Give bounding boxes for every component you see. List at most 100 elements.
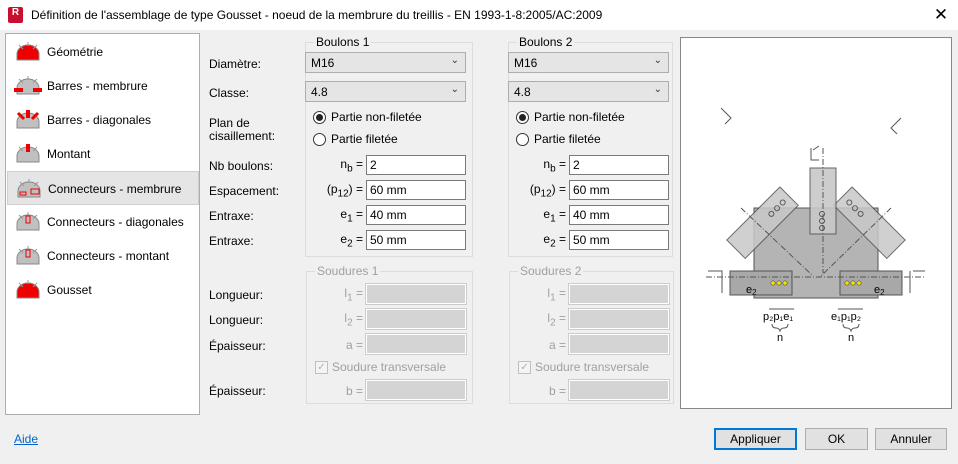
e2-input-2[interactable]: 50 mm [569,230,669,250]
nav-item-3[interactable]: Montant [7,137,199,171]
class-value: 4.8 [514,85,531,99]
nav-item-4[interactable]: Connecteurs - membrure [7,171,199,205]
nav-item-label: Barres - diagonales [47,113,152,127]
nav-item-2[interactable]: Barres - diagonales [7,103,199,137]
diameter-value: M16 [311,56,335,70]
apply-button[interactable]: Appliquer [714,428,797,450]
a-symbol: a = [548,338,566,352]
e2-symbol: e2 = [340,232,363,250]
diagonal-connectors-icon [16,212,40,231]
transverse-weld-checkbox-1[interactable]: ✓ Soudure transversale [315,360,446,374]
chevron-down-icon: ⌄ [653,84,662,95]
b-input-2[interactable] [568,379,670,401]
a-input-2[interactable] [568,333,670,355]
right-n-label: n [848,332,854,344]
class-label: Classe: [209,86,250,100]
radio-unthreaded-1[interactable]: Partie non-filetée [313,110,422,124]
radio-unselected-icon [516,132,529,146]
checkbox-label: Soudure transversale [332,360,447,374]
e1-input-2[interactable]: 40 mm [569,205,669,225]
radio-label: Partie filetée [331,132,398,146]
chevron-down-icon: ⌄ [653,55,662,66]
left-n-label: n [777,332,783,344]
left-dimension-labels: p₂p₁e₁ [763,311,793,323]
e1-input-1[interactable]: 40 mm [366,205,466,225]
checkbox-label: Soudure transversale [535,360,650,374]
diagonal-bars-icon [16,110,40,129]
radio-label: Partie non-filetée [534,110,625,124]
l1-symbol: l1 = [344,286,363,304]
chevron-down-icon: ⌄ [450,55,459,66]
transverse-weld-checkbox-2[interactable]: ✓ Soudure transversale [518,360,649,374]
welds-group-title: Soudures 2 [518,264,584,278]
e1-symbol: e1 = [340,207,363,225]
nav-item-label: Connecteurs - membrure [48,182,182,196]
spacing-symbol: (p12) = [529,182,566,200]
class-select-2[interactable]: 4.8 ⌄ [508,81,669,102]
radio-label: Partie filetée [534,132,601,146]
vertical-connectors-icon [16,246,40,265]
nav-item-label: Géométrie [47,45,104,59]
e2-input-1[interactable]: 50 mm [366,230,466,250]
diameter-label: Diamètre: [209,57,262,71]
l2-input-2[interactable] [568,308,670,330]
a-input-1[interactable] [365,333,467,355]
chevron-down-icon: ⌄ [450,84,459,95]
l2-symbol: l2 = [344,311,363,329]
class-select-1[interactable]: 4.8 ⌄ [305,81,466,102]
help-link[interactable]: Aide [14,432,39,446]
nav-item-5[interactable]: Connecteurs - diagonales [7,205,199,239]
spacing-symbol: (p12) = [326,182,363,200]
diameter-select-2[interactable]: M16 ⌄ [508,52,669,73]
length2-label: Longueur: [209,313,264,327]
l1-input-1[interactable] [365,283,467,305]
l1-input-2[interactable] [568,283,670,305]
class-value: 4.8 [311,85,328,99]
spacing-input-1[interactable]: 60 mm [366,180,466,200]
right-e2-label: e2 [874,284,885,297]
nav-item-6[interactable]: Connecteurs - montant [7,239,199,273]
checkmark-icon: ✓ [315,360,328,374]
left-chord [729,270,793,296]
nav-item-1[interactable]: Barres - membrure [7,69,199,103]
app-icon: R [8,7,23,23]
b-input-1[interactable] [365,379,467,401]
ok-button[interactable]: OK [805,428,868,450]
welds-group-2: Soudures 2 [509,264,674,404]
cancel-button[interactable]: Annuler [875,428,947,450]
welds-group-title: Soudures 1 [315,264,381,278]
right-dimension-labels: e₁p₁p₂ [831,311,861,323]
left-e2-label: e2 [746,284,757,297]
nav-item-label: Connecteurs - montant [47,249,170,263]
radio-threaded-2[interactable]: Partie filetée [516,132,601,146]
e1-label: Entraxe: [209,209,254,223]
radio-selected-icon [516,110,529,124]
bolts-group-1: Boulons 1 [305,35,473,257]
radio-unthreaded-2[interactable]: Partie non-filetée [516,110,625,124]
chord-bars-icon [14,76,42,95]
spacing-input-2[interactable]: 60 mm [569,180,669,200]
close-button[interactable]: ✕ [933,5,949,24]
e2-symbol: e2 = [543,232,566,250]
diameter-value: M16 [514,56,538,70]
section-list[interactable]: Géométrie Barres - membrure Barres - dia… [5,33,200,415]
length1-label: Longueur: [209,288,264,302]
radio-label: Partie non-filetée [331,110,422,124]
diameter-select-1[interactable]: M16 ⌄ [305,52,466,73]
bolt-count-input-2[interactable]: 2 [569,155,669,175]
l2-input-1[interactable] [365,308,467,330]
bolt-count-input-1[interactable]: 2 [366,155,466,175]
chord-connectors-icon [17,179,41,198]
nav-item-7[interactable]: Gousset [7,273,199,307]
thickness-b-label: Épaisseur: [209,384,266,398]
nav-item-label: Montant [47,147,91,161]
nav-item-label: Gousset [47,283,92,297]
bolts-group-title: Boulons 1 [314,35,372,49]
gusset-plate-icon [16,280,40,299]
welds-group-1: Soudures 1 [306,264,473,404]
nav-item-0[interactable]: Géométrie [7,35,199,69]
vertical-angle [810,145,820,161]
checkmark-icon: ✓ [518,360,531,374]
radio-threaded-1[interactable]: Partie filetée [313,132,398,146]
bolts [770,280,862,286]
